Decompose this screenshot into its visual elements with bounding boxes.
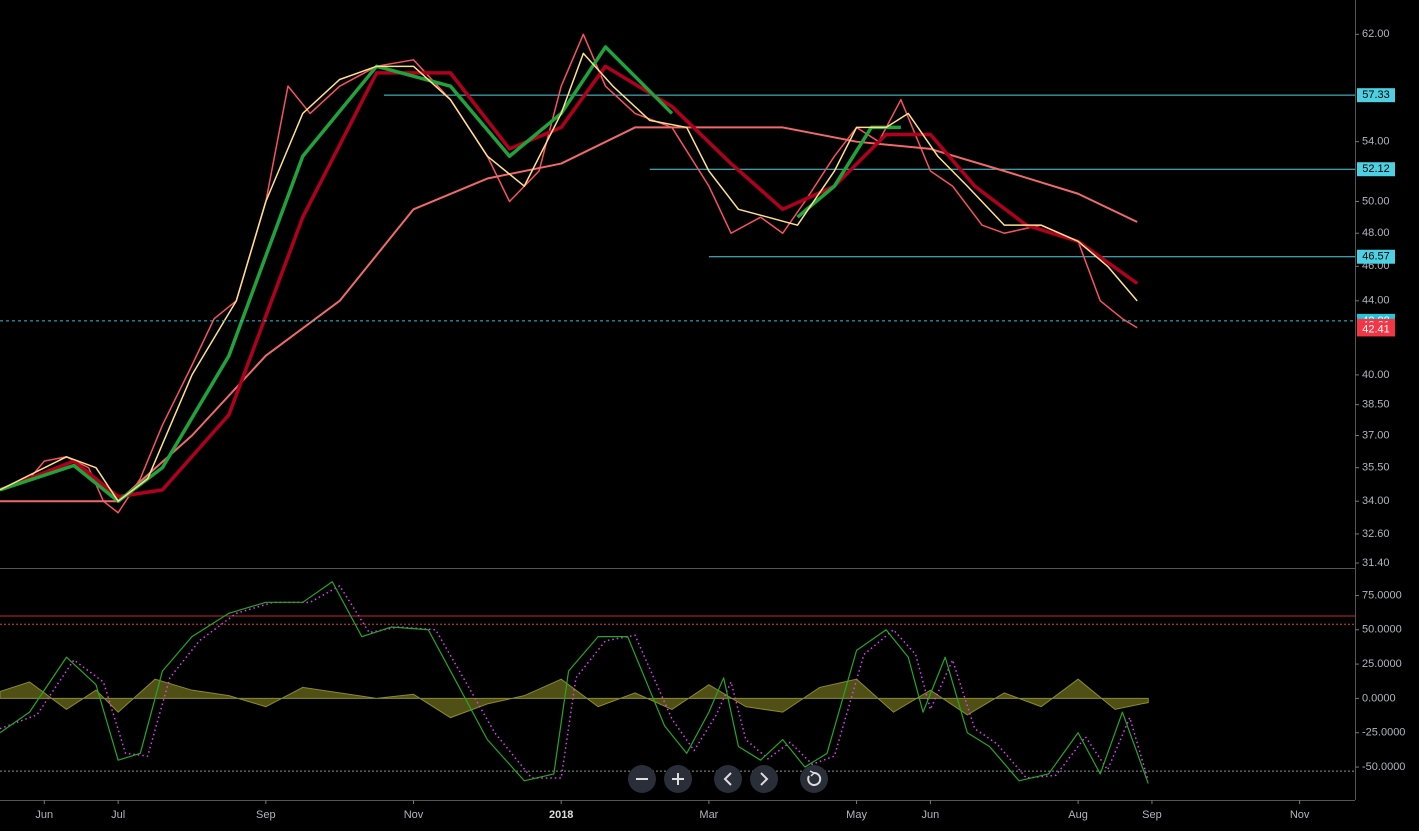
level-label: 46.57 [1362, 251, 1390, 263]
y-tick-label: 40.00 [1362, 369, 1390, 381]
y-tick-label: 25.0000 [1362, 658, 1402, 670]
scroll-right-button[interactable] [750, 765, 778, 793]
y-tick-label: 62.00 [1362, 28, 1390, 40]
series-line [0, 64, 1139, 499]
series-line [0, 33, 1138, 514]
x-tick-label: Sep [256, 809, 276, 821]
x-tick-label: Mar [699, 809, 718, 821]
y-tick-label: 54.00 [1362, 136, 1390, 148]
y-tick-label: 48.00 [1362, 227, 1390, 239]
x-tick-label: Nov [404, 809, 424, 821]
x-tick-label: Nov [1290, 809, 1310, 821]
y-tick-label: 75.0000 [1362, 589, 1402, 601]
y-tick-label: -50.0000 [1362, 761, 1405, 773]
series-line [0, 126, 1138, 503]
zoom-out-button[interactable] [628, 765, 656, 793]
y-tick-label: 50.00 [1362, 195, 1390, 207]
x-tick-label: Jun [922, 809, 940, 821]
x-tick-label: Jul [111, 809, 125, 821]
toolbar [628, 765, 828, 793]
series-line [0, 581, 1149, 784]
y-tick-label: -25.0000 [1362, 727, 1405, 739]
y-tick-label: 38.50 [1362, 399, 1390, 411]
level-label-box [1357, 88, 1395, 103]
y-tick-label: 31.40 [1362, 557, 1390, 569]
x-tick-label: Sep [1142, 809, 1162, 821]
price-marker-box [1357, 322, 1395, 337]
y-tick-label: 37.00 [1362, 429, 1390, 441]
level-label: 57.33 [1362, 89, 1390, 101]
oscillator-area [0, 678, 1149, 719]
y-tick-label: 0.0000 [1362, 692, 1396, 704]
y-tick-label: 32.60 [1362, 528, 1390, 540]
x-tick-label: Jun [35, 809, 53, 821]
x-tick-label: Aug [1068, 809, 1088, 821]
y-tick-label: 50.0000 [1362, 624, 1402, 636]
reset-button[interactable] [800, 765, 828, 793]
scroll-left-button[interactable] [714, 765, 742, 793]
x-tick-label: 2018 [549, 809, 573, 821]
plot-layer: 62.0054.0050.0048.0046.0044.0040.0038.50… [0, 28, 1405, 821]
x-tick-label: May [846, 809, 867, 821]
level-label-box [1357, 249, 1395, 264]
price-marker-label: 42.41 [1362, 323, 1390, 335]
level-label: 52.12 [1362, 163, 1390, 175]
y-tick-label: 34.00 [1362, 495, 1390, 507]
series-line [0, 45, 674, 503]
y-tick-label: 44.00 [1362, 295, 1390, 307]
y-tick-label: 35.50 [1362, 462, 1390, 474]
zoom-in-button[interactable] [664, 765, 692, 793]
level-label-box [1357, 162, 1395, 177]
series-line [0, 585, 1149, 781]
series-line [0, 52, 1138, 502]
